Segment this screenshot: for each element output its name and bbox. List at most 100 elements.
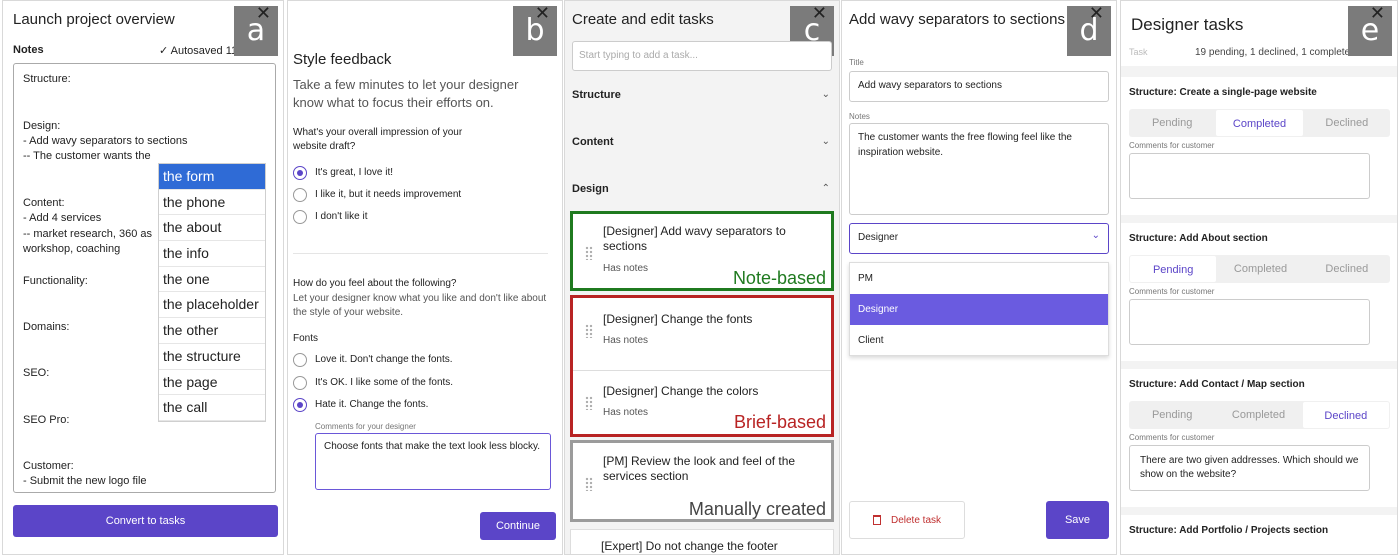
chevron-up-icon: ⌃ [821,183,830,194]
autocomplete-option[interactable]: the about [159,215,265,242]
task-column-label: Task [1129,47,1148,57]
assignee-dropdown: PM Designer Client [849,262,1109,356]
save-button[interactable]: Save [1046,501,1109,539]
continue-button[interactable]: Continue [480,512,556,540]
status-declined[interactable]: Declined [1325,263,1369,275]
note-line: Structure: [23,73,71,85]
panel-title: Create and edit tasks [572,11,714,28]
autocomplete-option[interactable]: the page [159,370,265,396]
chevron-down-icon: ⌄ [821,89,830,100]
task-title: Structure: Add About section [1129,233,1268,244]
close-icon[interactable]: ✕ [1088,3,1104,24]
task-notes-indicator: Has notes [603,335,649,346]
radio-label: Hate it. Change the fonts. [315,399,429,410]
status-pending[interactable]: Pending [1130,256,1217,282]
status-segmented-control: Pending Completed Declined [1129,401,1390,429]
task-title: Structure: Add Contact / Map section [1129,379,1305,390]
create-edit-tasks-panel: Create and edit tasks c ✕ Start typing t… [564,0,840,555]
task-card[interactable]: [Expert] Do not change the footer [570,529,834,554]
autocomplete-option[interactable]: the info [159,241,265,267]
notes-textarea[interactable]: The customer wants the free flowing feel… [849,123,1109,215]
radio-font-love[interactable]: Love it. Don't change the fonts. [293,353,453,367]
status-completed[interactable]: Completed [1231,409,1286,421]
radio-font-ok[interactable]: It's OK. I like some of the fonts. [293,376,453,390]
section-content[interactable]: Content ⌄ [572,136,834,148]
comments-label: Comments for customer [1129,141,1215,150]
radio-selected-icon [293,398,307,412]
question-impression: What's your overall impression of your w… [293,127,463,152]
section-structure[interactable]: Structure ⌄ [572,89,834,101]
comments-textarea[interactable]: Choose fonts that make the text look les… [315,433,551,490]
task-card-manual[interactable]: [PM] Review the look and feel of the ser… [570,440,834,522]
autocomplete-option[interactable]: the phone [159,190,265,216]
convert-to-tasks-button[interactable]: Convert to tasks [13,505,278,537]
title-input[interactable]: Add wavy separators to sections [849,71,1109,102]
comments-textarea[interactable]: There are two given addresses. Which sho… [1129,445,1370,491]
radio-option-dislike[interactable]: I don't like it [293,210,368,224]
delete-task-button[interactable]: Delete task [849,501,965,539]
title-label: Title [849,58,864,67]
panel-badge: a [234,6,278,56]
note-line: Design: [23,120,61,132]
notes-label: Notes [849,112,870,121]
status-completed[interactable]: Completed [1233,263,1288,275]
status-pending[interactable]: Pending [1151,409,1193,421]
close-icon[interactable]: ✕ [1369,3,1385,24]
task-card-note-based[interactable]: [Designer] Add wavy separators to sectio… [570,211,834,291]
assignee-option-pm[interactable]: PM [858,273,873,284]
autocomplete-option[interactable]: the other [159,318,265,344]
drag-handle-icon[interactable] [585,396,593,410]
status-completed[interactable]: Completed [1216,110,1303,136]
close-icon[interactable]: ✕ [534,3,550,24]
notes-textarea[interactable]: Structure: Design: - Add wavy separators… [13,63,276,493]
comments-textarea[interactable] [1129,299,1370,345]
autocomplete-option[interactable]: the placeholder [159,292,265,319]
comments-label: Comments for customer [1129,287,1215,296]
status-segmented-control: Pending Completed Declined [1129,109,1390,137]
task-card: Structure: Add Contact / Map section Pen… [1121,369,1397,507]
radio-icon [293,353,307,367]
radio-option-improve[interactable]: I like it, but it needs improvement [293,188,461,202]
annotation-manual: Manually created [688,499,826,519]
radio-label: It's OK. I like some of the fonts. [315,377,454,388]
task-card[interactable]: [Designer] Change the colors Has notes [573,372,831,434]
assignee-option-designer[interactable]: Designer [850,294,1108,325]
drag-handle-icon[interactable] [585,246,593,260]
panel-title: Designer tasks [1131,15,1244,34]
section-design[interactable]: Design ⌃ [572,183,834,195]
autocomplete-option[interactable]: the call [159,395,265,421]
status-counts: 19 pending, 1 declined, 1 completed [1195,47,1356,58]
comments-textarea[interactable] [1129,153,1370,199]
autocomplete-option[interactable]: the one [159,267,265,293]
assignee-select[interactable]: Designer ⌄ [849,223,1109,254]
task-title: [PM] Review the look and feel of the ser… [603,454,796,483]
notes-label: Notes [13,44,44,56]
task-notes-indicator: Has notes [603,407,649,418]
section-label: Structure [572,89,621,101]
task-card: Structure: Create a single-page website … [1121,77,1397,215]
task-group-brief-based: [Designer] Change the fonts Has notes [D… [570,295,834,437]
radio-option-love[interactable]: It's great, I love it! [293,166,393,180]
panel-badge: d [1067,6,1111,56]
task-card[interactable]: [Designer] Change the fonts Has notes [573,298,831,368]
note-line: workshop, coaching [23,243,121,255]
assignee-option-client[interactable]: Client [858,335,884,346]
section-label: Design [572,183,609,195]
status-declined[interactable]: Declined [1325,117,1369,129]
status-pending[interactable]: Pending [1151,117,1193,129]
drag-handle-icon[interactable] [585,477,593,491]
question-subtext: Let your designer know what you like and… [293,293,547,318]
autocomplete-option[interactable]: the structure [159,344,265,370]
panel-title: Style feedback [293,51,392,68]
close-icon[interactable]: ✕ [811,3,827,24]
close-icon[interactable]: ✕ [255,3,271,24]
note-line: - Add wavy separators to sections [23,135,188,147]
status-declined[interactable]: Declined [1302,402,1389,428]
add-task-input[interactable]: Start typing to add a task... [572,41,832,71]
autocomplete-option[interactable]: the form [159,164,265,190]
drag-handle-icon[interactable] [585,324,593,338]
note-line: SEO Pro: [23,414,70,426]
assignee-selected: Designer [858,232,899,243]
radio-font-hate[interactable]: Hate it. Change the fonts. [293,398,428,412]
radio-icon [293,188,307,202]
